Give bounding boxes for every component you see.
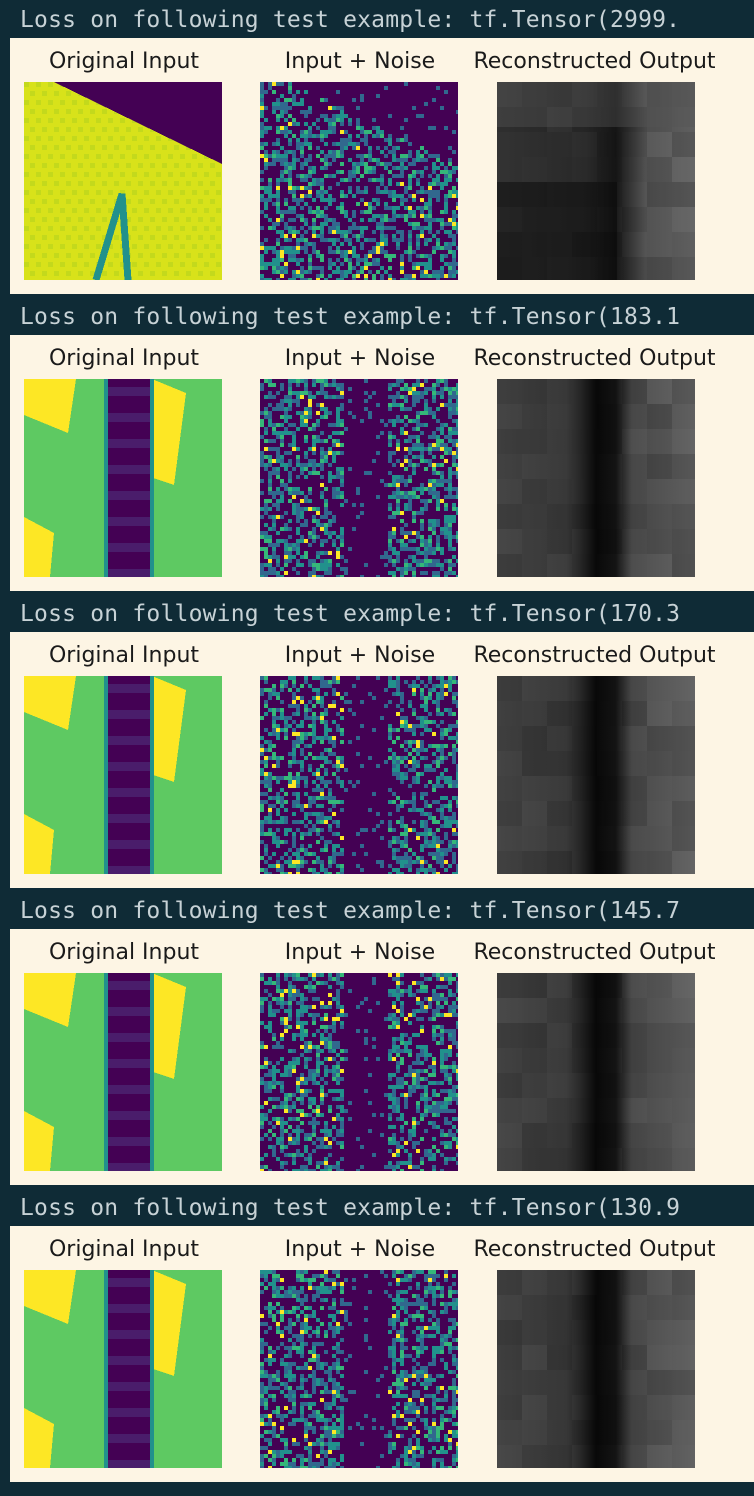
loss-log-line: Loss on following test example: tf.Tenso… xyxy=(20,601,681,627)
input-noise-image xyxy=(260,82,458,280)
input-noise-image xyxy=(260,973,458,1171)
original-input-title: Original Input xyxy=(48,1237,200,1262)
original-input-title: Original Input xyxy=(48,940,200,965)
output-block: Loss on following test example: tf.Tenso… xyxy=(0,297,754,594)
loss-log-line: Loss on following test example: tf.Tenso… xyxy=(20,304,681,330)
plot-figure: Original Input Input + Noise Reconstructed… xyxy=(10,632,754,888)
original-input-image xyxy=(24,379,222,577)
reconstructed-output-title: Reconstructed Output xyxy=(473,49,716,74)
reconstructed-output-image xyxy=(497,1270,695,1468)
plot-figure: Original Input Input + Noise Reconstructed… xyxy=(10,335,754,591)
input-noise-title: Input + Noise xyxy=(284,346,436,371)
output-block: Loss on following test example: tf.Tenso… xyxy=(0,0,754,297)
plot-figure: Original Input Input + Noise Reconstructed… xyxy=(10,1226,754,1482)
input-noise-title: Input + Noise xyxy=(284,643,436,668)
loss-log-line: Loss on following test example: tf.Tenso… xyxy=(20,898,681,924)
output-block: Loss on following test example: tf.Tenso… xyxy=(0,1188,754,1485)
input-noise-title: Input + Noise xyxy=(284,1237,436,1262)
loss-log-line: Loss on following test example: tf.Tenso… xyxy=(20,1195,681,1221)
original-input-image xyxy=(24,1270,222,1468)
original-input-image xyxy=(24,676,222,874)
reconstructed-output-image xyxy=(497,379,695,577)
reconstructed-output-title: Reconstructed Output xyxy=(473,346,716,371)
original-input-title: Original Input xyxy=(48,643,200,668)
reconstructed-output-title: Reconstructed Output xyxy=(473,643,716,668)
reconstructed-output-image xyxy=(497,82,695,280)
reconstructed-output-title: Reconstructed Output xyxy=(473,940,716,965)
input-noise-title: Input + Noise xyxy=(284,940,436,965)
input-noise-image xyxy=(260,379,458,577)
output-block: Loss on following test example: tf.Tenso… xyxy=(0,594,754,891)
reconstructed-output-image xyxy=(497,973,695,1171)
original-input-title: Original Input xyxy=(48,346,200,371)
original-input-title: Original Input xyxy=(48,49,200,74)
reconstructed-output-image xyxy=(497,676,695,874)
reconstructed-output-title: Reconstructed Output xyxy=(473,1237,716,1262)
plot-figure: Original Input Input + Noise Reconstructed… xyxy=(10,38,754,294)
output-block: Loss on following test example: tf.Tenso… xyxy=(0,891,754,1188)
input-noise-image xyxy=(260,1270,458,1468)
original-input-image xyxy=(24,82,222,280)
loss-log-line: Loss on following test example: tf.Tenso… xyxy=(20,7,681,33)
original-input-image xyxy=(24,973,222,1171)
plot-figure: Original Input Input + Noise Reconstructed… xyxy=(10,929,754,1185)
input-noise-image xyxy=(260,676,458,874)
input-noise-title: Input + Noise xyxy=(284,49,436,74)
